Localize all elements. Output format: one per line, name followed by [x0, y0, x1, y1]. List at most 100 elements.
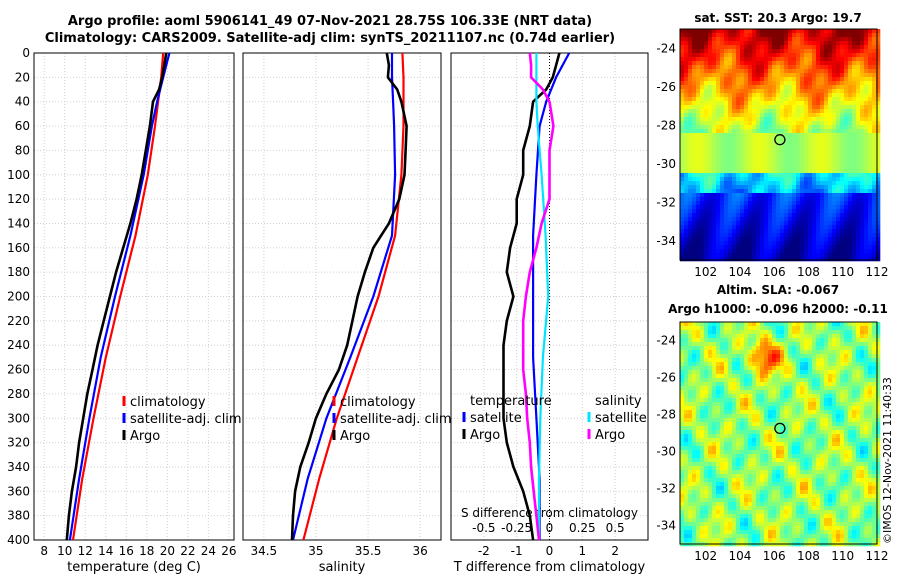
map-cell	[716, 450, 721, 455]
map-cell	[768, 173, 773, 178]
map-cell	[876, 410, 881, 415]
map-cell	[688, 418, 693, 423]
map-cell	[812, 113, 817, 118]
map-cell	[740, 81, 745, 86]
map-cell	[696, 57, 701, 62]
map-cell	[860, 145, 865, 150]
map-cell	[736, 406, 741, 411]
map-cell	[800, 338, 805, 343]
map-cell	[784, 85, 789, 90]
map-cell	[808, 378, 813, 383]
map-cell	[788, 73, 793, 78]
map-cell	[684, 358, 689, 363]
map-cell	[828, 366, 833, 371]
map-cell	[760, 145, 765, 150]
map-cell	[756, 374, 761, 379]
map-cell	[840, 33, 845, 38]
map-cell	[780, 141, 785, 146]
map-cell	[728, 446, 733, 451]
map-cell	[860, 65, 865, 70]
map-cell	[772, 225, 777, 230]
map-cell	[740, 386, 745, 391]
map-cell	[836, 81, 841, 86]
map-cell	[684, 438, 689, 443]
map-cell	[716, 245, 721, 250]
map-cell	[680, 165, 685, 170]
map-cell	[796, 398, 801, 403]
map-cell	[872, 185, 877, 190]
map-cell	[760, 229, 765, 234]
map-cell	[680, 221, 685, 226]
map-cell	[760, 209, 765, 214]
map-cell	[780, 121, 785, 126]
map-cell	[792, 61, 797, 66]
map-cell	[784, 33, 789, 38]
map-cell	[684, 454, 689, 459]
map-cell	[816, 350, 821, 355]
map-cell	[744, 245, 749, 250]
map-cell	[848, 197, 853, 202]
map-cell	[848, 418, 853, 423]
map-cell	[824, 346, 829, 351]
map-cell	[828, 145, 833, 150]
map-cell	[696, 169, 701, 174]
map-cell	[764, 133, 769, 138]
map-cell	[764, 165, 769, 170]
map-cell	[752, 137, 757, 142]
map-cell	[772, 201, 777, 206]
map-cell	[832, 233, 837, 238]
map-cell	[836, 342, 841, 347]
map-cell	[860, 229, 865, 234]
map-cell	[852, 322, 857, 327]
map-cell	[860, 181, 865, 186]
map-cell	[748, 161, 753, 166]
map-cell	[728, 97, 733, 102]
map-cell	[720, 458, 725, 463]
map-cell	[864, 446, 869, 451]
map-cell	[712, 117, 717, 122]
map-cell	[824, 101, 829, 106]
map-cell	[800, 41, 805, 46]
map-cell	[716, 334, 721, 339]
map-cell	[852, 33, 857, 38]
map-cell	[808, 225, 813, 230]
map-cell	[848, 229, 853, 234]
map-cell	[804, 53, 809, 58]
map-cell	[876, 426, 881, 431]
map-cell	[784, 382, 789, 387]
map-cell	[764, 77, 769, 82]
map-cell	[732, 434, 737, 439]
map-cell	[856, 458, 861, 463]
s-diff-tick-label: 0	[546, 521, 554, 535]
map-cell	[724, 470, 729, 475]
map-cell	[700, 378, 705, 383]
map-cell	[688, 177, 693, 182]
map-cell	[720, 466, 725, 471]
map-cell	[804, 33, 809, 38]
map-cell	[692, 217, 697, 222]
map-cell	[804, 185, 809, 190]
map-cell	[688, 69, 693, 74]
map-cell	[856, 398, 861, 403]
map-cell	[856, 97, 861, 102]
map-cell	[776, 346, 781, 351]
map-cell	[848, 85, 853, 90]
map-cell	[852, 253, 857, 258]
map-cell	[716, 165, 721, 170]
map-cell	[700, 326, 705, 331]
map-cell	[756, 342, 761, 347]
map-cell	[700, 458, 705, 463]
map-cell	[796, 249, 801, 254]
map-cell	[692, 442, 697, 447]
map-cell	[688, 454, 693, 459]
map-cell	[724, 177, 729, 182]
map-cell	[784, 322, 789, 327]
map-cell	[824, 37, 829, 42]
map-cell	[700, 374, 705, 379]
map-cell	[836, 470, 841, 475]
map-cell	[704, 65, 709, 70]
map-cell	[772, 89, 777, 94]
map-cell	[812, 426, 817, 431]
map-cell	[720, 390, 725, 395]
map-cell	[864, 322, 869, 327]
